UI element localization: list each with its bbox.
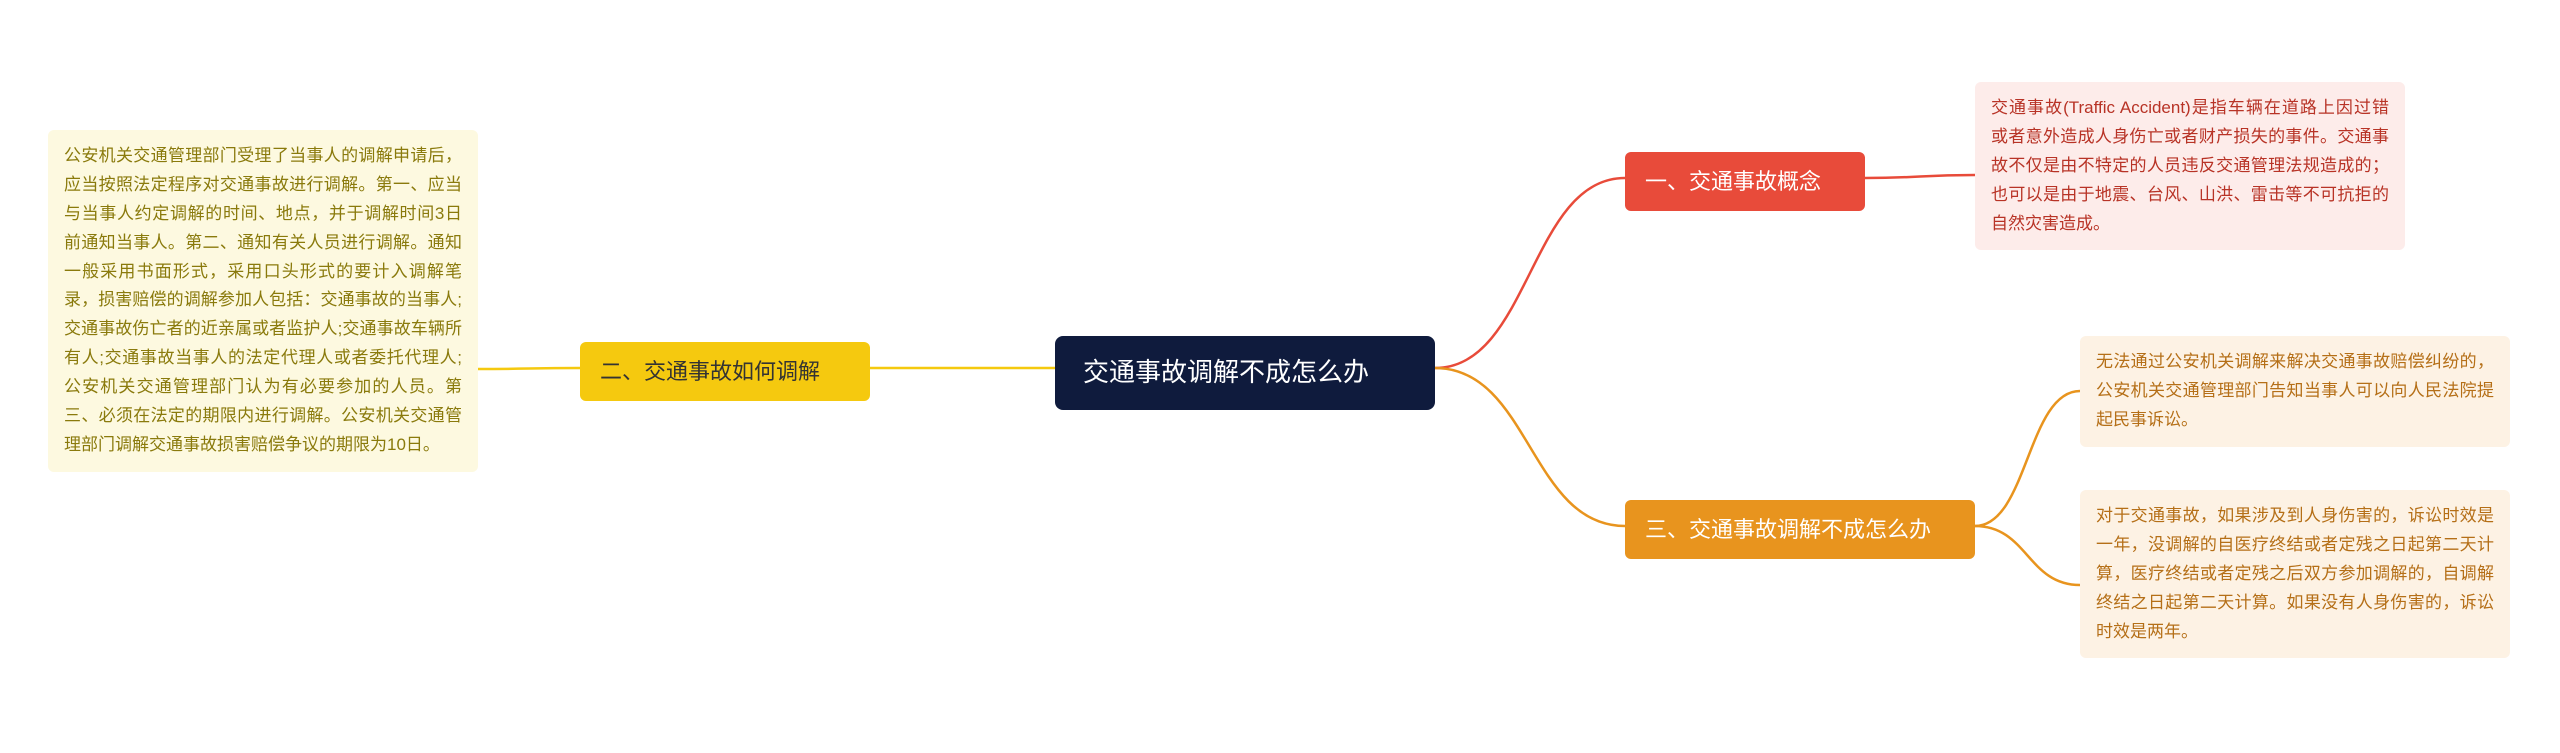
leaf-fail-2: 对于交通事故，如果涉及到人身伤害的，诉讼时效是一年，没调解的自医疗终结或者定残之… <box>2080 490 2510 658</box>
leaf-concept-text: 交通事故(Traffic Accident)是指车辆在道路上因过错或者意外造成人… <box>1975 82 2405 250</box>
branch-fail: 三、交通事故调解不成怎么办 <box>1625 500 1975 559</box>
branch-how: 二、交通事故如何调解 <box>580 342 870 401</box>
leaf-fail-1: 无法通过公安机关调解来解决交通事故赔偿纠纷的，公安机关交通管理部门告知当事人可以… <box>2080 336 2510 447</box>
mindmap-center: 交通事故调解不成怎么办 <box>1055 336 1435 410</box>
branch-concept: 一、交通事故概念 <box>1625 152 1865 211</box>
leaf-how-text: 公安机关交通管理部门受理了当事人的调解申请后，应当按照法定程序对交通事故进行调解… <box>48 130 478 472</box>
